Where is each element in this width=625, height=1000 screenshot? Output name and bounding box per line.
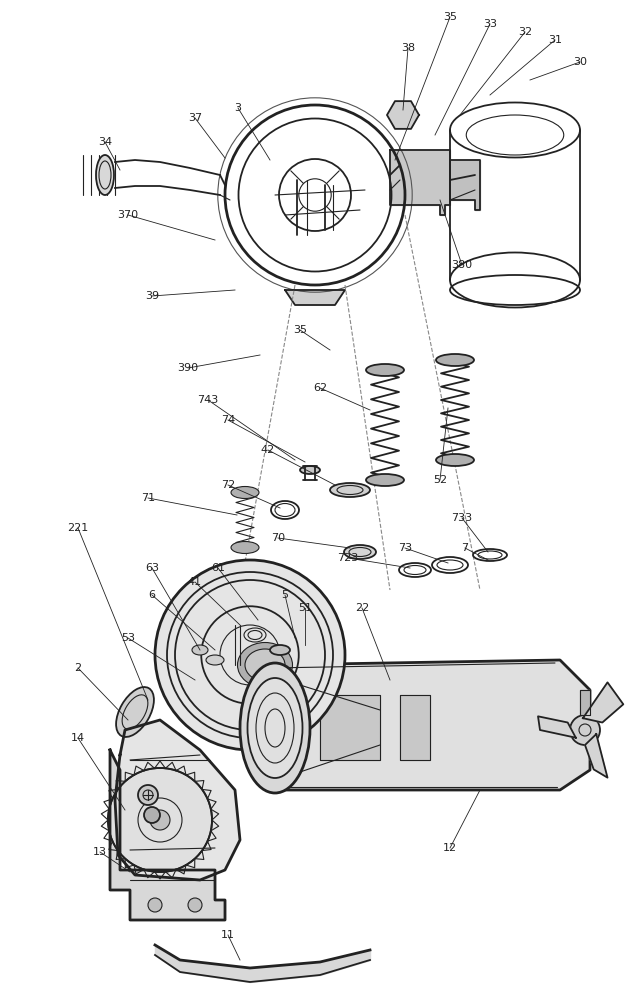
Text: 7: 7 — [461, 543, 469, 553]
Text: 6: 6 — [149, 590, 156, 600]
Circle shape — [138, 785, 158, 805]
Ellipse shape — [240, 663, 310, 793]
Text: 5: 5 — [281, 590, 289, 600]
Text: 42: 42 — [261, 445, 275, 455]
Text: 13: 13 — [93, 847, 107, 857]
Ellipse shape — [436, 354, 474, 366]
Text: 71: 71 — [141, 493, 155, 503]
Text: 3: 3 — [234, 103, 241, 113]
Circle shape — [144, 807, 160, 823]
Ellipse shape — [436, 454, 474, 466]
Text: 72: 72 — [221, 480, 235, 490]
Ellipse shape — [330, 483, 370, 497]
Ellipse shape — [270, 645, 290, 655]
Polygon shape — [110, 750, 225, 920]
Circle shape — [148, 898, 162, 912]
Text: 61: 61 — [211, 563, 225, 573]
Text: 35: 35 — [293, 325, 307, 335]
Ellipse shape — [116, 687, 154, 737]
Text: 743: 743 — [198, 395, 219, 405]
Polygon shape — [585, 734, 608, 778]
Circle shape — [188, 898, 202, 912]
Text: 35: 35 — [443, 12, 457, 22]
Text: 12: 12 — [443, 843, 457, 853]
Text: 51: 51 — [298, 603, 312, 613]
Ellipse shape — [300, 466, 320, 474]
Text: 32: 32 — [518, 27, 532, 37]
Text: 34: 34 — [98, 137, 112, 147]
Text: 370: 370 — [118, 210, 139, 220]
Ellipse shape — [96, 155, 114, 195]
Text: 53: 53 — [121, 633, 135, 643]
Text: 31: 31 — [548, 35, 562, 45]
Ellipse shape — [206, 655, 224, 665]
Ellipse shape — [192, 645, 208, 655]
Text: 41: 41 — [188, 577, 202, 587]
Polygon shape — [285, 290, 345, 305]
Polygon shape — [320, 695, 380, 760]
Text: 63: 63 — [145, 563, 159, 573]
Polygon shape — [115, 720, 240, 880]
Polygon shape — [390, 150, 450, 215]
Text: 33: 33 — [483, 19, 497, 29]
Text: 38: 38 — [401, 43, 415, 53]
Polygon shape — [270, 660, 590, 790]
Ellipse shape — [231, 487, 259, 498]
Text: 39: 39 — [145, 291, 159, 301]
Circle shape — [150, 810, 170, 830]
Text: 37: 37 — [188, 113, 202, 123]
Circle shape — [570, 715, 600, 745]
Ellipse shape — [245, 649, 285, 681]
Circle shape — [108, 768, 212, 872]
Text: 74: 74 — [221, 415, 235, 425]
Text: 723: 723 — [338, 553, 359, 563]
Polygon shape — [580, 690, 590, 715]
Polygon shape — [450, 160, 480, 210]
Text: 221: 221 — [68, 523, 89, 533]
Text: 52: 52 — [433, 475, 447, 485]
Text: 62: 62 — [313, 383, 327, 393]
Text: 22: 22 — [355, 603, 369, 613]
Ellipse shape — [238, 643, 292, 688]
Text: 11: 11 — [221, 930, 235, 940]
Text: 380: 380 — [451, 260, 472, 270]
Polygon shape — [387, 101, 419, 129]
Text: 73: 73 — [398, 543, 412, 553]
Ellipse shape — [366, 364, 404, 376]
Ellipse shape — [231, 542, 259, 554]
Ellipse shape — [248, 678, 302, 778]
Text: 733: 733 — [451, 513, 472, 523]
Text: 390: 390 — [177, 363, 199, 373]
Ellipse shape — [344, 545, 376, 559]
Ellipse shape — [366, 474, 404, 486]
Text: 70: 70 — [271, 533, 285, 543]
Text: 14: 14 — [71, 733, 85, 743]
Polygon shape — [538, 716, 576, 738]
Polygon shape — [583, 682, 623, 722]
Text: 2: 2 — [74, 663, 81, 673]
Ellipse shape — [198, 640, 302, 670]
Polygon shape — [400, 695, 430, 760]
Circle shape — [155, 560, 345, 750]
Text: 30: 30 — [573, 57, 587, 67]
